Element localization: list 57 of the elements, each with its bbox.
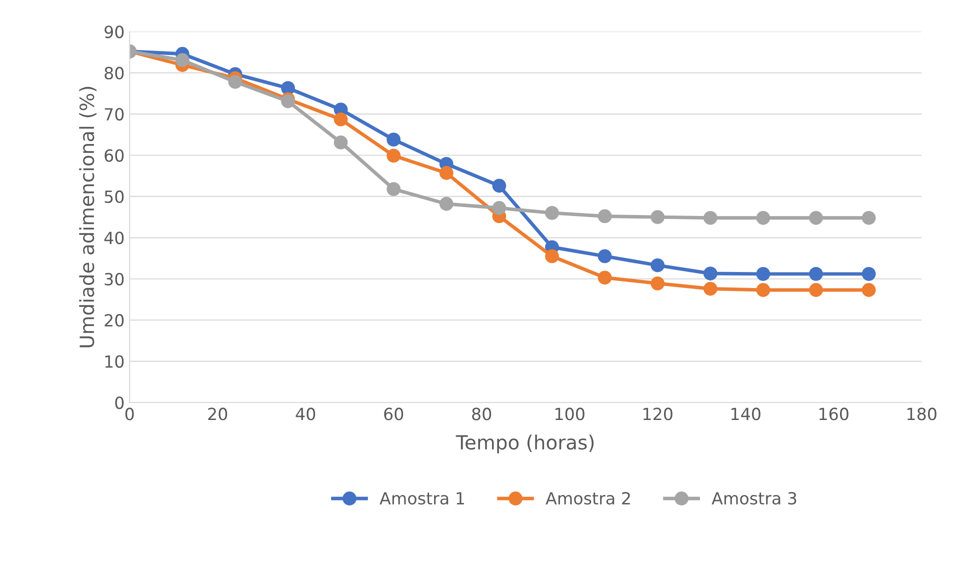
point: [545, 249, 559, 264]
point: [703, 282, 718, 296]
y-tick-label: 50: [104, 190, 124, 204]
y-tick-label: 0: [115, 396, 124, 410]
legend-label: Amostra 1: [380, 492, 464, 505]
y-tick-label: 80: [104, 66, 124, 80]
legend-label: Amostra 2: [546, 492, 630, 505]
point: [809, 266, 823, 281]
point: [598, 209, 612, 224]
point: [862, 210, 876, 225]
point: [809, 283, 823, 297]
point: [492, 178, 506, 193]
legend-label: Amostra 3: [712, 492, 796, 505]
y-tick-label: 10: [105, 355, 124, 368]
y-tick-label: 40: [104, 232, 124, 244]
x-tick-label: 160: [820, 408, 848, 420]
x-tick-label: 180: [908, 408, 936, 420]
y-axis-title: Umdiade adimencional (%): [79, 86, 96, 348]
x-tick-label: 100: [556, 408, 584, 420]
point: [756, 283, 770, 297]
x-tick-label: 60: [384, 408, 404, 420]
point: [386, 132, 401, 147]
point: [650, 276, 665, 290]
point: [598, 270, 612, 285]
x-tick-label: 80: [472, 408, 492, 420]
point: [334, 136, 348, 150]
point: [386, 182, 401, 196]
point: [862, 283, 876, 297]
point: [492, 201, 506, 215]
point: [598, 249, 612, 264]
point: [809, 210, 823, 225]
point: [228, 74, 242, 89]
y-tick-label: 20: [104, 314, 124, 327]
x-tick-label: 120: [644, 408, 672, 420]
point: [650, 210, 665, 224]
y-tick-label: 70: [104, 108, 124, 121]
point: [862, 266, 876, 281]
x-tick-label: 40: [296, 408, 316, 420]
y-tick-label: 60: [104, 149, 124, 162]
x-tick-label: 20: [208, 408, 228, 420]
point: [439, 166, 454, 180]
x-tick-label: 140: [732, 408, 760, 420]
y-tick-label: 90: [104, 26, 124, 38]
point: [175, 53, 190, 68]
x-axis-title: Tempo (horas): [456, 434, 594, 454]
point: [703, 266, 718, 280]
point: [439, 196, 454, 211]
point: [756, 210, 770, 225]
point: [386, 148, 401, 163]
point: [650, 258, 665, 272]
point: [703, 210, 718, 225]
point: [281, 81, 295, 96]
point: [756, 266, 770, 281]
x-tick-label: 0: [125, 408, 134, 420]
y-tick-label: 30: [104, 272, 124, 286]
point: [545, 206, 559, 220]
point: [334, 112, 348, 126]
